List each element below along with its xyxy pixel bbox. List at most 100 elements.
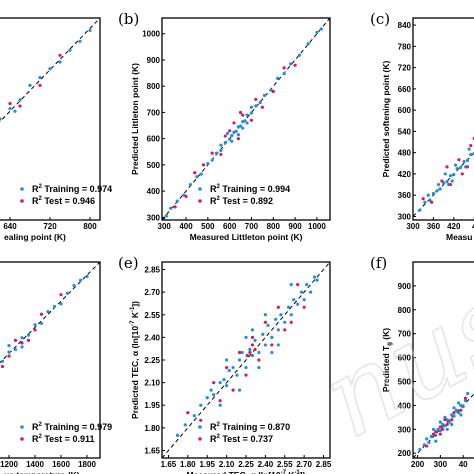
data-point-test (282, 66, 286, 70)
data-point-training (52, 304, 57, 309)
data-point-training (7, 344, 11, 348)
data-point-training (282, 72, 286, 76)
data-point-test (237, 350, 242, 355)
data-point-test (257, 358, 261, 362)
data-point-test (58, 53, 62, 57)
data-point-training (237, 358, 242, 362)
data-point-training (33, 323, 37, 327)
data-point-training (206, 161, 210, 166)
y-axis-label-text: Predicted TEC, α (ln[10 (130, 326, 140, 419)
x-tick-label: 1200 (0, 460, 18, 469)
y-axis-label-sup: -7 (130, 320, 136, 326)
data-point-training (46, 310, 50, 314)
data-point-training (466, 391, 470, 396)
data-point-training (20, 345, 24, 349)
data-point-test (441, 427, 445, 431)
y-tick-label: 480 (398, 149, 412, 158)
data-point-training (452, 414, 456, 418)
data-point-test (276, 305, 280, 309)
data-point-training (305, 283, 309, 287)
y-tick-label: 2.25 (144, 356, 160, 365)
data-point-training (218, 403, 222, 407)
data-point-training (192, 414, 196, 418)
data-point-test (38, 83, 42, 87)
data-point-training (219, 148, 223, 153)
data-point-training (454, 408, 458, 412)
y-axis-label: Predicted Littleton point (K) (130, 63, 140, 175)
data-point-training (425, 437, 429, 441)
data-point-training (175, 199, 179, 203)
data-point-training (244, 365, 248, 370)
data-point-training (219, 143, 223, 147)
data-point-training (58, 60, 62, 64)
legend-entry-text: Training = 0.994 (220, 184, 290, 194)
data-point-training (418, 448, 422, 452)
y-axis-label: Predicted softening point (K) (381, 61, 391, 178)
x-tick-label: 1000 (308, 222, 326, 231)
legend-marker-training (198, 425, 202, 429)
x-tick-label: 2.40 (258, 460, 274, 469)
data-point-test (201, 163, 206, 167)
panel-letter: (f) (370, 254, 387, 272)
data-point-training (283, 320, 287, 324)
data-point-training (65, 291, 70, 295)
data-point-training (13, 347, 18, 352)
legend-entry-text: Test = 0.892 (220, 196, 273, 206)
plot-frame (412, 261, 474, 459)
data-point-training (183, 423, 187, 427)
data-point-test (241, 113, 245, 117)
data-point-training (253, 338, 257, 342)
data-point-test (26, 338, 31, 342)
legend-entry-sup: 2 (217, 196, 221, 202)
data-point-training (188, 182, 192, 187)
data-point-training (225, 358, 229, 362)
data-point-training (13, 109, 17, 113)
x-axis-label-sup: -1 (294, 470, 300, 474)
data-point-training (312, 275, 317, 279)
data-point-training (8, 107, 12, 111)
legend-marker-test (20, 437, 24, 441)
y-tick-label: 500 (398, 378, 412, 387)
data-point-test (238, 110, 243, 115)
x-tick-label: 1.95 (199, 460, 215, 469)
data-point-training (447, 420, 452, 424)
parity-line (162, 262, 330, 458)
legend-entry-training: R2 Training = 0.979 (32, 422, 112, 432)
plot-frame (0, 17, 101, 221)
data-point-training (212, 393, 216, 397)
panel-letter: (c) (370, 10, 390, 28)
data-point-training (289, 313, 293, 317)
legend-marker-test (198, 437, 202, 441)
data-point-test (232, 121, 236, 125)
data-point-training (164, 214, 168, 218)
data-point-test (443, 418, 447, 422)
data-point-test (33, 328, 37, 332)
data-point-test (212, 381, 216, 385)
data-point-test (59, 293, 63, 297)
data-point-training (426, 193, 430, 197)
y-tick-label: 300 (398, 212, 412, 221)
x-tick-label: 1.80 (180, 460, 196, 469)
data-point-test (184, 194, 188, 198)
legend-entry-training: R2 Training = 0.870 (210, 422, 290, 432)
data-point-training (199, 172, 203, 176)
y-tick-label: 2.40 (144, 333, 160, 342)
data-point-training (169, 206, 173, 210)
x-tick-label: 400 (179, 222, 193, 231)
x-axis-label: ealing point (K) (4, 232, 66, 242)
data-point-training (455, 167, 459, 171)
data-point-training (243, 119, 247, 123)
data-point-training (423, 200, 427, 204)
data-point-test (438, 432, 442, 436)
x-tick-label: 640 (3, 222, 17, 231)
legend-marker-training (20, 425, 24, 429)
data-point-training (250, 353, 255, 358)
data-point-training (225, 384, 229, 388)
data-point-training (452, 173, 456, 177)
data-point-training (315, 30, 319, 35)
data-point-training (276, 343, 280, 347)
legend-entry-sup: 2 (39, 184, 43, 190)
data-point-training (302, 298, 306, 302)
data-point-training (228, 137, 232, 141)
y-tick-label: 600 (147, 135, 161, 144)
